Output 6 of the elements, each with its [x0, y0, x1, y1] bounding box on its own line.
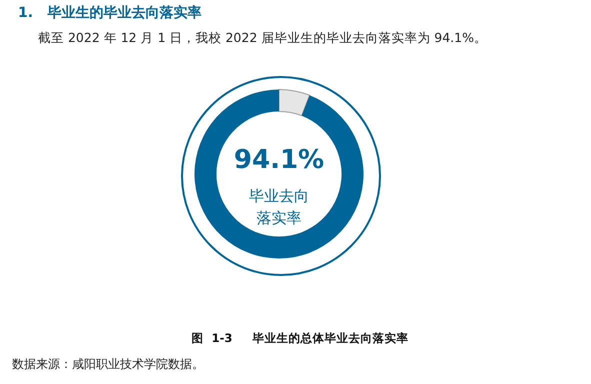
caption: 图 1-3 毕业生的总体毕业去向落实率	[190, 331, 410, 346]
text: 毕业去向落实率	[249, 186, 309, 229]
source-note: 数据来源：咸阳职业技术学院数据。	[12, 356, 204, 373]
chart-title: 1. 毕业生的毕业去向落实率	[18, 4, 202, 22]
chart-subtitle: 截至 2022 年 12 月 1 日，我校 2022 届毕业生的毕业去向落实率为 94.1%。	[38, 30, 487, 47]
data-label: 94.1%	[232, 145, 326, 175]
